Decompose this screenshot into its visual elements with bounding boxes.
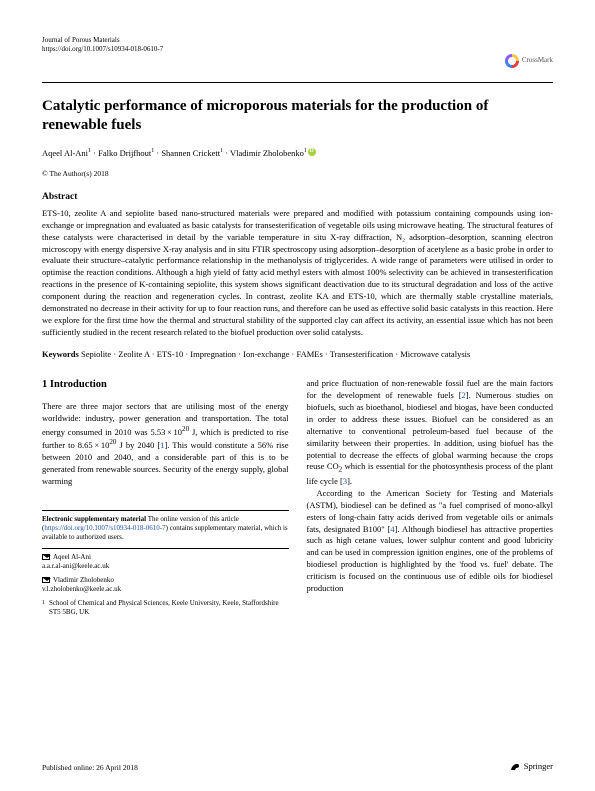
mail-icon (42, 554, 50, 560)
supplementary-box: Electronic supplementary material The on… (42, 510, 289, 542)
intro-para-2: According to the American Society for Te… (307, 488, 554, 595)
right-column: and price fluctuation of non-renewable f… (307, 378, 554, 617)
body-columns: 1 Introduction There are three major sec… (42, 378, 553, 617)
affil-text: School of Chemical and Physical Sciences… (49, 599, 289, 618)
supp-label: Electronic supplementary material (42, 515, 146, 523)
ref-2[interactable]: 2 (462, 390, 466, 400)
correspondence-box: Aqeel Al-Ani a.a.r.al-ani@keele.ac.uk Vl… (42, 548, 289, 618)
intro-para-1: There are three major sectors that are u… (42, 401, 289, 488)
springer-icon (509, 761, 521, 773)
corr1-email[interactable]: a.a.r.al-ani@keele.ac.uk (42, 562, 289, 571)
publisher-name: Springer (524, 761, 553, 772)
keywords-label: Keywords (42, 349, 79, 359)
doi-link[interactable]: https://doi.org/10.1007/s10934-018-0610-… (42, 45, 553, 54)
authors-text: Aqeel Al-Ani1 · Falko Drijfhout1 · Shann… (42, 148, 307, 158)
crossmark-label: CrossMark (522, 56, 553, 65)
mail-icon (42, 577, 50, 583)
keywords-line: Keywords Sepiolite · Zeolite A · ETS-10 … (42, 349, 553, 360)
author-list: Aqeel Al-Ani1 · Falko Drijfhout1 · Shann… (42, 147, 553, 159)
corr-author-1: Aqeel Al-Ani a.a.r.al-ani@keele.ac.uk (42, 553, 289, 572)
ref-3[interactable]: 3 (343, 476, 347, 486)
affiliation: 1 School of Chemical and Physical Scienc… (42, 599, 289, 618)
abstract-heading: Abstract (42, 191, 553, 204)
page-footer: Published online: 26 April 2018 Springer (42, 761, 553, 773)
crossmark-badge[interactable]: CrossMark (505, 54, 553, 68)
affil-number: 1 (42, 599, 45, 618)
article-title: Catalytic performance of microporous mat… (42, 97, 553, 135)
publisher-badge: Springer (509, 761, 553, 773)
corr1-name: Aqeel Al-Ani (53, 553, 91, 561)
keywords-values: Sepiolite · Zeolite A · ETS-10 · Impregn… (81, 349, 470, 359)
crossmark-icon (505, 54, 519, 68)
left-column: 1 Introduction There are three major sec… (42, 378, 289, 617)
intro-para-1-cont: and price fluctuation of non-renewable f… (307, 378, 554, 488)
ref-1[interactable]: 1 (160, 440, 164, 450)
pub-date: Published online: 26 April 2018 (42, 763, 138, 773)
journal-header: Journal of Porous Materials https://doi.… (42, 36, 553, 54)
section-1-heading: 1 Introduction (42, 378, 289, 393)
corr2-name: Vladimir Zholobenko (53, 576, 114, 584)
orcid-icon[interactable] (308, 148, 316, 156)
abstract-body: ETS-10, zeolite A and sepiolite based na… (42, 208, 553, 339)
corr-author-2: Vladimir Zholobenko v.l.zholobenko@keele… (42, 576, 289, 595)
divider (42, 82, 553, 83)
copyright-line: © The Author(s) 2018 (42, 169, 553, 179)
supp-link[interactable]: https://doi.org/10.1007/s10934-018-0610-… (44, 524, 165, 532)
journal-name: Journal of Porous Materials (42, 36, 553, 45)
ref-4[interactable]: 4 (390, 524, 394, 534)
corr2-email[interactable]: v.l.zholobenko@keele.ac.uk (42, 585, 289, 594)
